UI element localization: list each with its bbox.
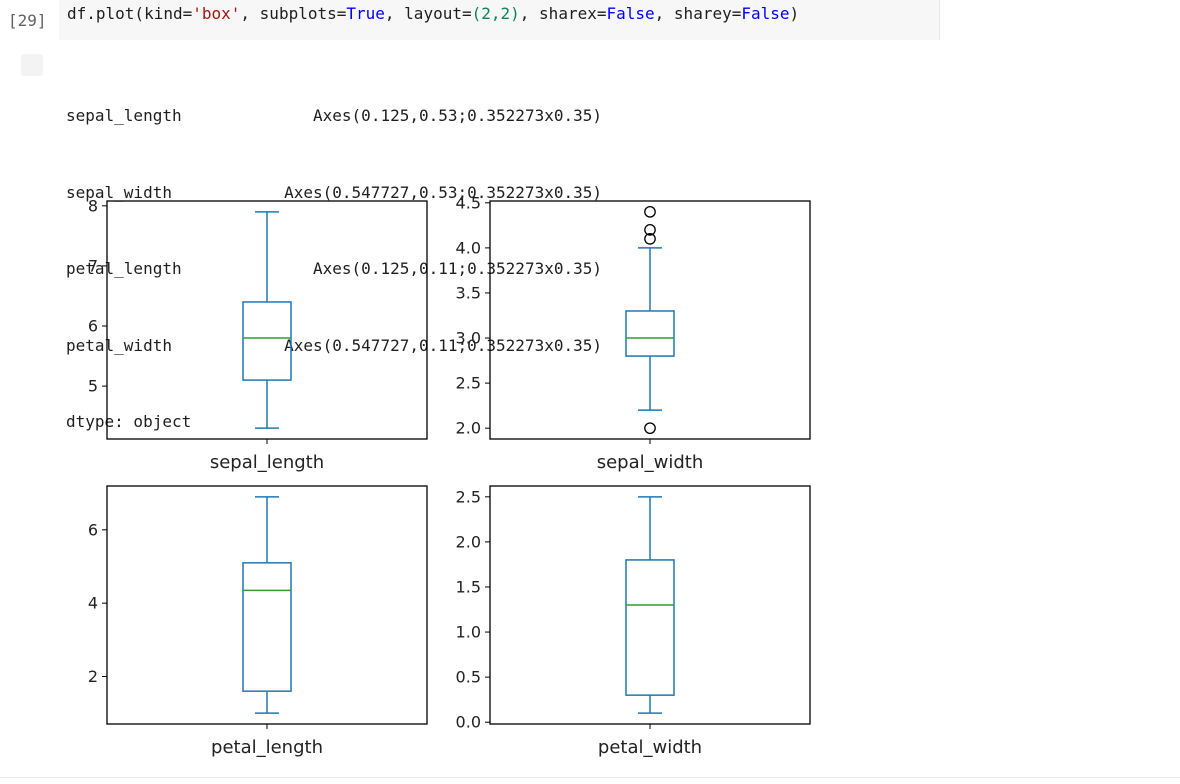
code-number: (2,2) bbox=[471, 4, 520, 23]
x-tick-label: petal_length bbox=[211, 737, 323, 758]
box-iqr bbox=[242, 562, 292, 692]
output-key: petal_length bbox=[66, 259, 182, 278]
code-token: , sharey= bbox=[654, 4, 742, 23]
y-tick-label: 6 bbox=[88, 520, 98, 539]
output-value: Axes(0.547727,0.11;0.352273x0.35) bbox=[284, 335, 602, 355]
code-token: df.plot(kind= bbox=[67, 4, 193, 23]
y-tick-label: 3.5 bbox=[456, 283, 481, 302]
outlier-point bbox=[644, 233, 656, 245]
x-tick-label: sepal_width bbox=[597, 452, 704, 473]
output-collapse-icon[interactable] bbox=[21, 54, 43, 76]
code-keyword: True bbox=[346, 4, 385, 23]
output-key: sepal_width bbox=[66, 182, 172, 202]
code-token: , subplots= bbox=[240, 4, 347, 23]
code-line[interactable]: df.plot(kind='box', subplots=True, layou… bbox=[67, 4, 799, 23]
y-tick-label: 4.5 bbox=[456, 193, 481, 212]
y-tick-label: 5 bbox=[88, 377, 98, 396]
output-row: sepal_width Axes(0.547727,0.53;0.352273x0… bbox=[66, 180, 602, 206]
code-keyword: False bbox=[606, 4, 655, 23]
code-editor[interactable]: df.plot(kind='box', subplots=True, layou… bbox=[59, 0, 940, 40]
y-tick-label: 1.5 bbox=[456, 577, 481, 596]
output-key: petal_width bbox=[66, 335, 172, 355]
code-string: 'box' bbox=[192, 4, 241, 23]
box-iqr bbox=[625, 310, 675, 357]
divider bbox=[0, 777, 1180, 778]
output-row: sepal_length Axes(0.125,0.53;0.352273x0.3… bbox=[66, 103, 602, 129]
y-tick-label: 2 bbox=[88, 667, 98, 686]
y-tick-label: 2.0 bbox=[456, 419, 481, 438]
y-tick-label: 1.0 bbox=[456, 623, 481, 642]
y-tick-label: 2.5 bbox=[456, 374, 481, 393]
y-tick-label: 3.0 bbox=[456, 329, 481, 348]
output-value: Axes(0.125,0.11;0.352273x0.35) bbox=[313, 259, 602, 278]
output-row: petal_width Axes(0.547727,0.11;0.352273x0… bbox=[66, 333, 602, 359]
output-dtype: dtype: object bbox=[66, 412, 192, 431]
y-tick-label: 0.5 bbox=[456, 668, 481, 687]
box-iqr bbox=[625, 559, 675, 696]
x-tick-label: sepal_length bbox=[210, 452, 324, 473]
y-tick-label: 4.0 bbox=[456, 238, 481, 257]
y-tick-label: 7 bbox=[88, 256, 98, 275]
y-tick-label: 6 bbox=[88, 317, 98, 336]
y-tick-label: 8 bbox=[88, 196, 98, 215]
code-token: , layout= bbox=[384, 4, 472, 23]
outlier-point bbox=[644, 205, 656, 218]
code-token: , sharex= bbox=[519, 4, 607, 23]
box-iqr bbox=[242, 301, 292, 381]
output-text: sepal_length Axes(0.125,0.53;0.352273x0.3… bbox=[66, 52, 602, 460]
output-row: petal_length Axes(0.125,0.11;0.352273x0.3… bbox=[66, 256, 602, 282]
y-tick-label: 2.0 bbox=[456, 532, 481, 551]
x-tick-label: petal_width bbox=[598, 737, 702, 758]
code-token: ) bbox=[789, 4, 800, 23]
output-key: sepal_length bbox=[66, 106, 182, 125]
y-tick-label: 0.0 bbox=[456, 713, 481, 732]
y-tick-label: 4 bbox=[88, 594, 98, 613]
y-tick-label: 2.5 bbox=[456, 487, 481, 506]
output-value: Axes(0.125,0.53;0.352273x0.35) bbox=[313, 106, 602, 125]
execution-count: [29] bbox=[8, 11, 47, 30]
output-value: Axes(0.547727,0.53;0.352273x0.35) bbox=[284, 182, 602, 202]
code-cell[interactable]: [29] df.plot(kind='box', subplots=True, … bbox=[0, 0, 1180, 42]
code-keyword: False bbox=[741, 4, 790, 23]
outlier-point bbox=[644, 422, 656, 435]
outlier-point bbox=[644, 223, 656, 236]
